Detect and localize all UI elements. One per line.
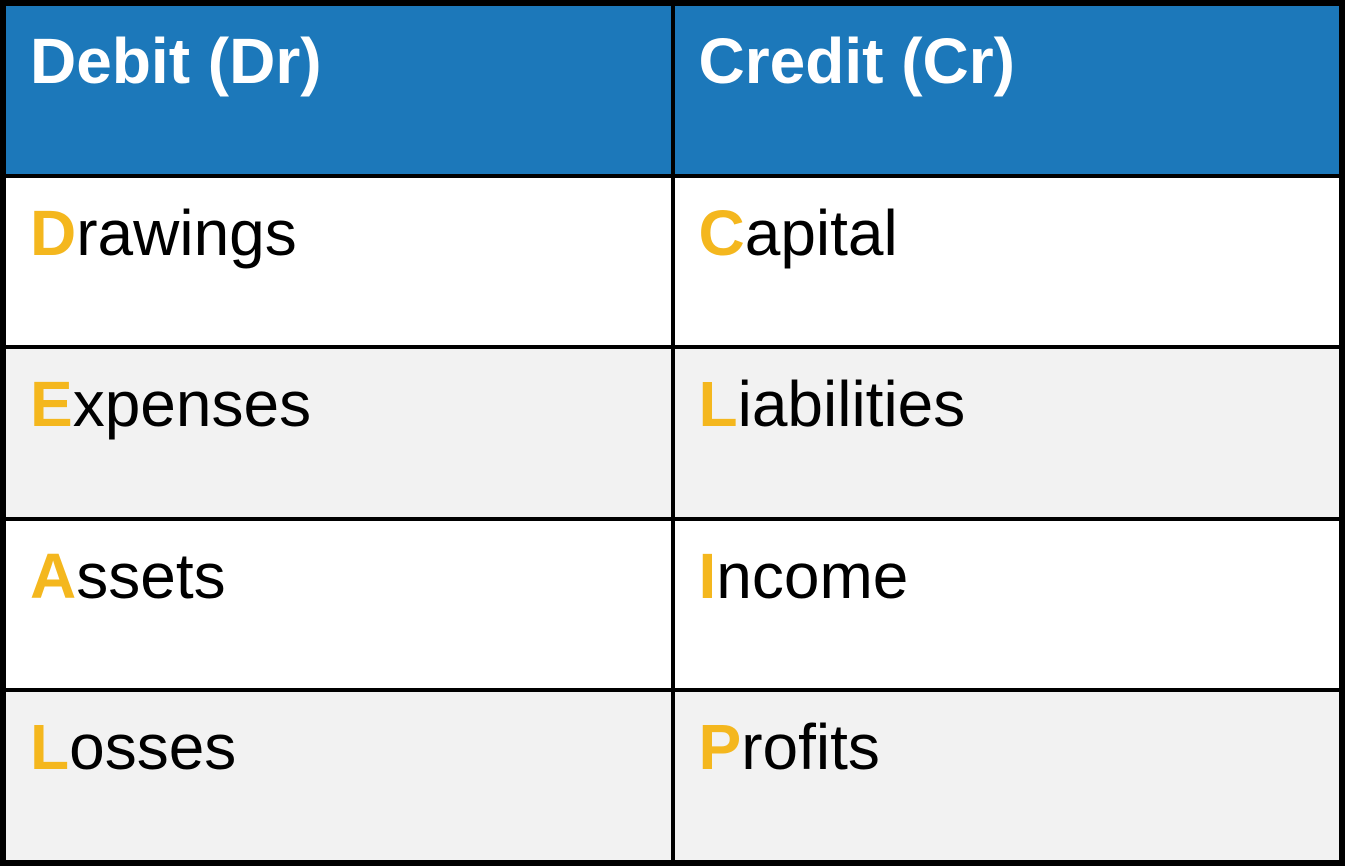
text-liabilities: Liabilities: [699, 369, 966, 439]
cell-losses: Losses: [6, 692, 675, 860]
cell-assets: Assets: [6, 521, 675, 689]
text-capital: Capital: [699, 198, 898, 268]
header-cell-debit: Debit (Dr): [6, 6, 675, 174]
cell-income: Income: [675, 521, 1340, 689]
table-row: Drawings Capital: [6, 178, 1339, 350]
table-row: Losses Profits: [6, 692, 1339, 860]
table-header-row: Debit (Dr) Credit (Cr): [6, 6, 1339, 178]
table-row: Expenses Liabilities: [6, 349, 1339, 521]
text-drawings: Drawings: [30, 198, 297, 268]
header-cell-credit: Credit (Cr): [675, 6, 1340, 174]
table-row: Assets Income: [6, 521, 1339, 693]
cell-liabilities: Liabilities: [675, 349, 1340, 517]
text-assets: Assets: [30, 541, 226, 611]
text-expenses: Expenses: [30, 369, 311, 439]
text-losses: Losses: [30, 712, 236, 782]
text-profits: Profits: [699, 712, 880, 782]
cell-drawings: Drawings: [6, 178, 675, 346]
cell-capital: Capital: [675, 178, 1340, 346]
text-income: Income: [699, 541, 909, 611]
debit-credit-table: Debit (Dr) Credit (Cr) Drawings Capital …: [0, 0, 1345, 866]
cell-profits: Profits: [675, 692, 1340, 860]
header-text-debit: Debit (Dr): [30, 26, 322, 96]
cell-expenses: Expenses: [6, 349, 675, 517]
header-text-credit: Credit (Cr): [699, 26, 1015, 96]
